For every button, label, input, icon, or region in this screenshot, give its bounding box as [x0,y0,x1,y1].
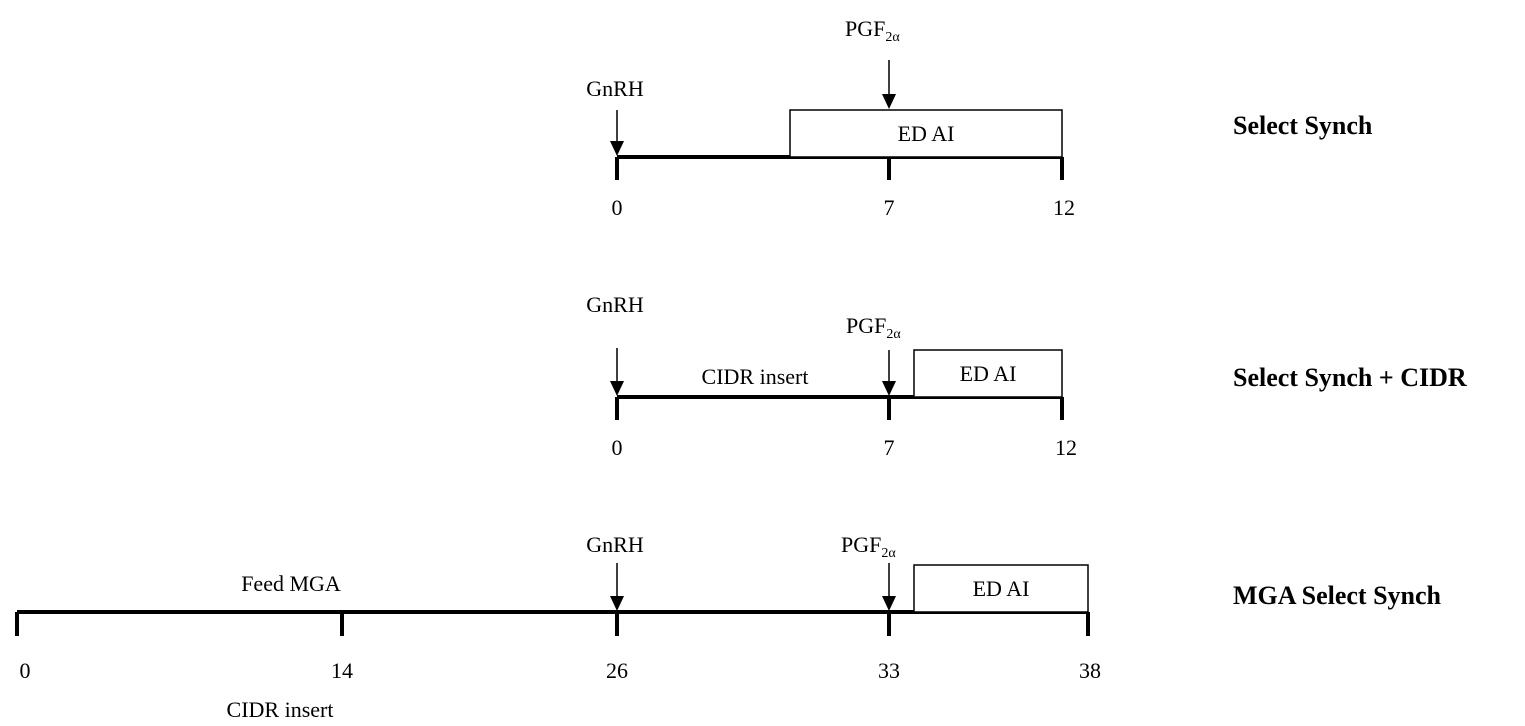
tick-label: 14 [331,658,353,683]
protocol-title: MGA Select Synch [1233,581,1442,610]
gnrh-arrow [610,110,624,156]
cidr-insert-label: CIDR insert [702,364,809,389]
ed-ai-box [913,564,1089,613]
pgf-label: PGF2α [841,532,896,561]
pgf-arrow [882,563,896,611]
protocol-select-synch: 0 7 12 ED AI GnRH PGF2α Select Synch [586,16,1373,220]
tick-label: 26 [606,658,628,683]
gnrh-label: GnRH [586,532,644,557]
protocol-title: Select Synch + CIDR [1233,363,1467,392]
feed-mga-label: Feed MGA [241,571,341,596]
pgf-arrow [882,60,896,109]
ed-ai-label: ED AI [898,121,955,146]
pgf-label: PGF2α [846,313,901,342]
tick-label: 0 [612,195,623,220]
tick-label: 33 [878,658,900,683]
gnrh-arrow [610,348,624,396]
ed-ai-label: ED AI [960,361,1017,386]
tick-label: 7 [884,195,895,220]
tick-label: 7 [884,435,895,460]
pgf-arrow [882,350,896,396]
tick-label: 12 [1055,435,1077,460]
tick-label: 12 [1053,195,1075,220]
gnrh-label: GnRH [586,292,644,317]
cidr-insert-label: CIDR insert [227,697,334,722]
protocol-select-synch-cidr: 0 7 12 ED AI CIDR insert GnRH PGF2α Sele… [586,292,1467,460]
ed-ai-box [789,109,1063,158]
protocol-mga-select-synch: 0 14 26 33 38 CIDR insert Feed MGA ED AI… [15,532,1442,722]
tick-label: 0 [20,658,31,683]
pgf-label: PGF2α [845,16,900,45]
ed-ai-box [913,349,1063,398]
gnrh-label: GnRH [586,76,644,101]
tick-label: 0 [612,435,623,460]
tick-label: 38 [1079,658,1101,683]
ed-ai-label: ED AI [973,576,1030,601]
gnrh-arrow [610,563,624,611]
protocol-title: Select Synch [1233,111,1373,140]
